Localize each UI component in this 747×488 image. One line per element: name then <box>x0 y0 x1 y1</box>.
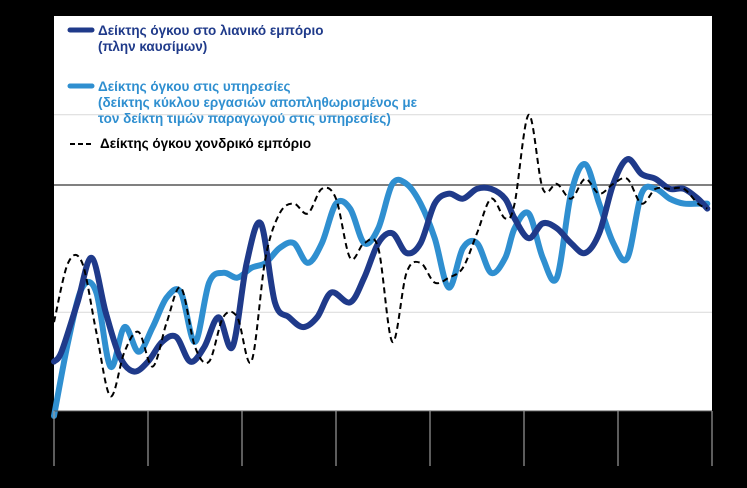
legend-item-services: Δείκτης όγκου στις υπηρεσίες (δείκτης κύ… <box>67 79 418 126</box>
legend-label-services-line3: τον δείκτη τιμών παραγωγού στις υπηρεσίε… <box>98 111 391 126</box>
legend-item-wholesale: Δείκτης όγκου χονδρικό εμπόριο <box>70 136 311 151</box>
legend-label-retail: Δείκτης όγκου στο λιανικό εμπόριο <box>98 23 324 38</box>
legend-label-services-line2: (δείκτης κύκλου εργασιών αποπληθωρισμένο… <box>98 95 418 110</box>
gridlines <box>54 114 712 313</box>
series-layer <box>51 113 711 419</box>
legend-item-retail: Δείκτης όγκου στο λιανικό εμπόριο (πλην … <box>67 23 324 54</box>
legend-label-retail-line2: (πλην καυσίμων) <box>98 39 207 54</box>
x-axis <box>53 410 713 466</box>
legend-label-wholesale: Δείκτης όγκου χονδρικό εμπόριο <box>100 136 311 151</box>
series-line-wholesale <box>53 113 708 398</box>
series-line-retail <box>51 156 711 375</box>
legend: Δείκτης όγκου στο λιανικό εμπόριο (πλην … <box>67 23 418 151</box>
series-line-services <box>51 161 711 419</box>
legend-label-services: Δείκτης όγκου στις υπηρεσίες <box>98 79 291 94</box>
